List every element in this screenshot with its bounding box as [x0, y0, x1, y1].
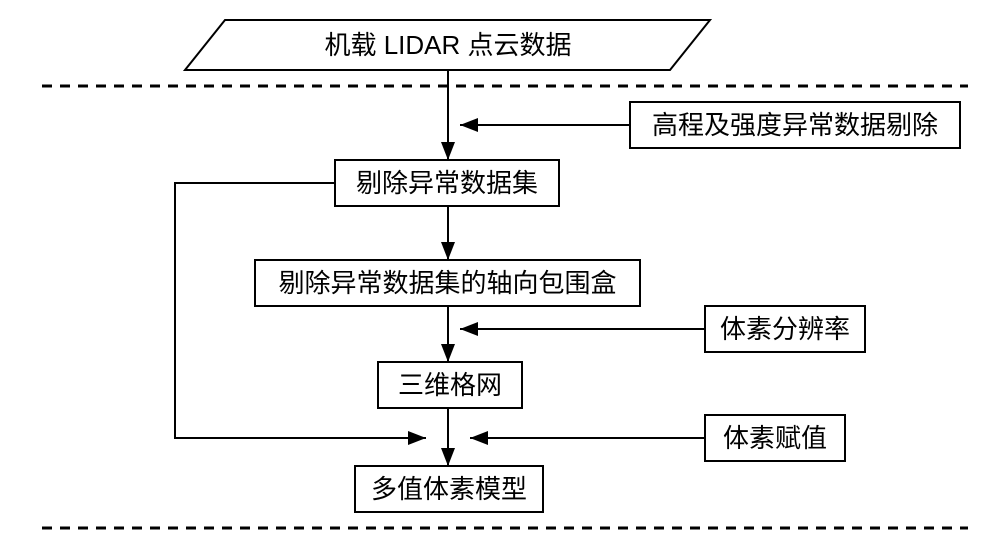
arrowhead	[408, 431, 426, 445]
node-side3-label: 体素赋值	[723, 423, 827, 453]
node-step2-label: 剔除异常数据集的轴向包围盒	[278, 268, 616, 298]
node-side1-label: 高程及强度异常数据剔除	[652, 110, 938, 140]
arrowhead	[441, 242, 455, 260]
node-step1-label: 剔除异常数据集	[356, 168, 538, 198]
arrowhead	[441, 142, 455, 160]
flowchart: 机载 LIDAR 点云数据高程及强度异常数据剔除剔除异常数据集剔除异常数据集的轴…	[0, 0, 1000, 539]
node-step3-label: 三维格网	[398, 370, 502, 400]
node-side2-label: 体素分辨率	[720, 314, 850, 344]
arrowhead	[460, 322, 478, 336]
node-step4-label: 多值体素模型	[371, 474, 527, 504]
arrowhead	[470, 431, 488, 445]
arrowhead	[441, 344, 455, 362]
arrowhead	[460, 118, 478, 132]
node-input-label: 机载 LIDAR 点云数据	[324, 30, 571, 60]
arrowhead	[441, 448, 455, 466]
